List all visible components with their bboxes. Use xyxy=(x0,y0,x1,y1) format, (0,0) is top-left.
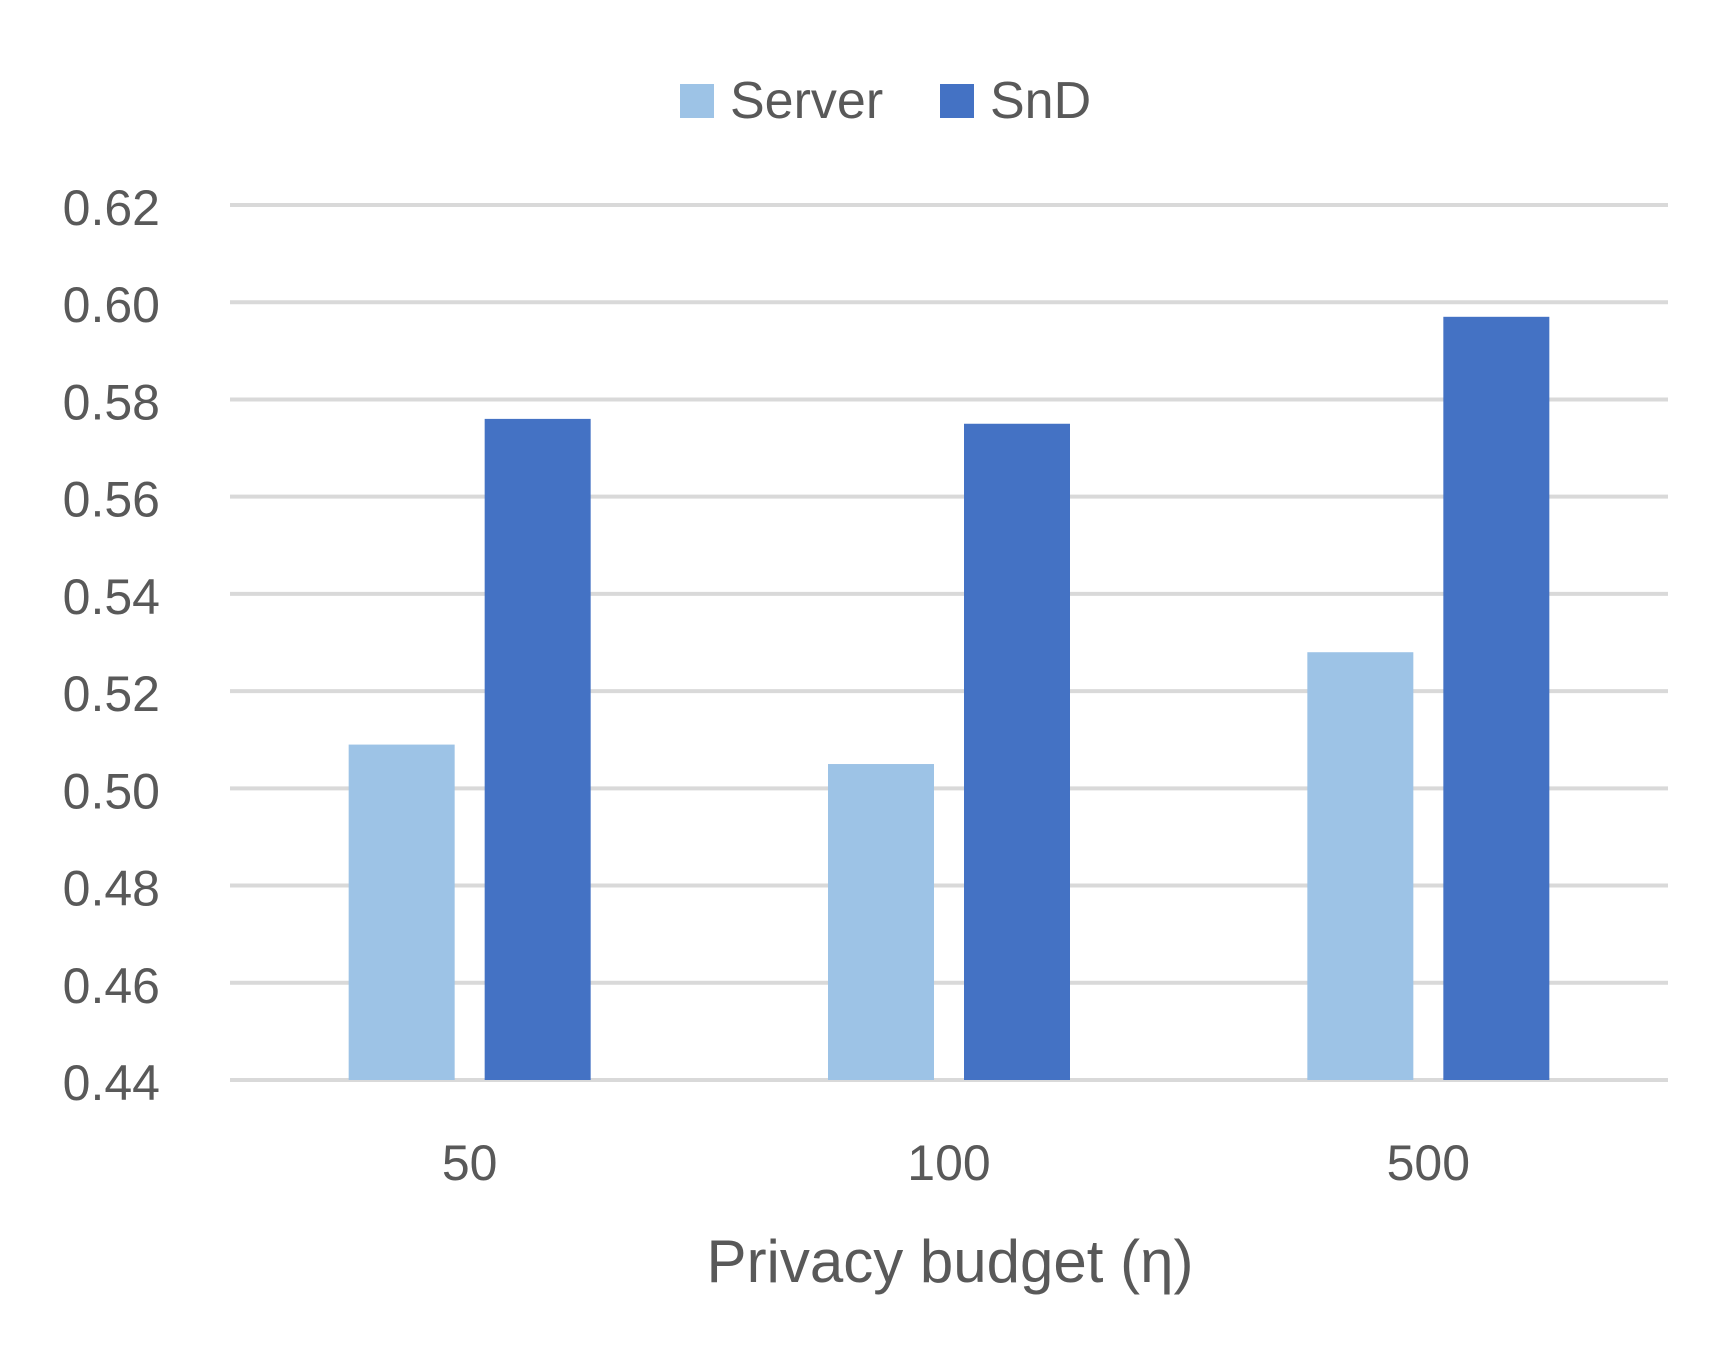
legend: Server SnD xyxy=(680,72,1091,130)
bar-snd-50 xyxy=(484,418,591,1080)
y-tick-label: 0.62 xyxy=(63,180,160,236)
x-axis-title: Privacy budget (η) xyxy=(707,1228,1194,1295)
x-tick-label: 500 xyxy=(1387,1135,1470,1191)
legend-label-snd: SnD xyxy=(990,72,1091,130)
x-tick-label: 50 xyxy=(442,1135,498,1191)
y-tick-label: 0.46 xyxy=(63,958,160,1014)
y-tick-label: 0.60 xyxy=(63,277,160,333)
legend-swatch-snd xyxy=(940,84,974,118)
y-tick-label: 0.58 xyxy=(63,374,160,430)
x-tick-label: 100 xyxy=(907,1135,990,1191)
legend-label-server: Server xyxy=(730,72,883,130)
bar-server-500 xyxy=(1307,652,1414,1080)
bar-server-50 xyxy=(348,744,455,1080)
bar-snd-100 xyxy=(964,423,1070,1080)
y-tick-label: 0.56 xyxy=(63,472,160,528)
y-tick-label: 0.54 xyxy=(63,569,160,625)
y-tick-label: 0.50 xyxy=(63,763,160,819)
x-axis-tick-labels: 50 100 500 xyxy=(442,1135,1470,1191)
bar-snd-500 xyxy=(1443,316,1550,1080)
gridlines xyxy=(230,203,1668,1082)
y-tick-label: 0.48 xyxy=(63,861,160,917)
y-tick-label: 0.52 xyxy=(63,666,160,722)
y-axis-tick-labels: 0.44 0.46 0.48 0.50 0.52 0.54 0.56 0.58 0.60 0.62 xyxy=(63,180,160,1111)
y-tick-label: 0.44 xyxy=(63,1055,160,1111)
legend-swatch-server xyxy=(680,84,714,118)
bars xyxy=(348,316,1550,1080)
bar-server-100 xyxy=(828,764,934,1080)
